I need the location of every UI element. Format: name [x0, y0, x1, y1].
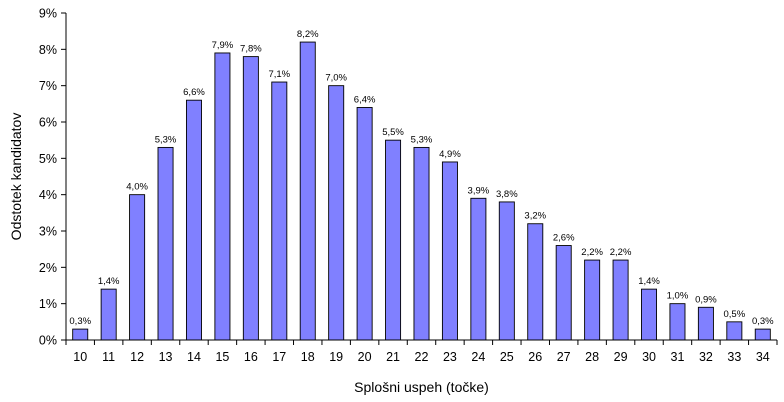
bar-28 [584, 259, 601, 341]
bar-25 [498, 201, 515, 341]
bar-31 [669, 303, 686, 341]
x-tick-label: 31 [671, 350, 685, 364]
x-tick-label: 20 [358, 350, 372, 364]
bar-12 [129, 194, 146, 341]
bar-34 [754, 328, 771, 341]
y-tick-label: 4% [39, 188, 57, 202]
bar-27 [555, 245, 572, 341]
bar-14 [185, 99, 202, 341]
x-axis-title: Splošni uspeh (točke) [354, 379, 489, 395]
y-tick-label: 0% [39, 334, 57, 348]
x-tick-label: 32 [699, 350, 713, 364]
bar-21 [385, 139, 402, 341]
y-tick-label: 6% [39, 116, 57, 130]
data-label: 1,4% [98, 276, 120, 287]
bar-15 [214, 52, 231, 341]
x-tick-label: 27 [557, 350, 571, 364]
data-label: 2,2% [610, 247, 632, 258]
y-tick-label: 1% [39, 297, 57, 311]
bar-17 [271, 81, 288, 341]
x-tick-label: 10 [73, 350, 87, 364]
bar-29 [612, 259, 629, 341]
bar-33 [726, 321, 743, 341]
x-tick-label: 12 [130, 350, 144, 364]
x-tick-label: 34 [756, 350, 770, 364]
x-tick-label: 29 [614, 350, 628, 364]
bar-26 [527, 223, 544, 341]
data-label: 7,0% [325, 73, 347, 84]
data-label: 0,3% [69, 316, 91, 327]
data-label: 7,9% [212, 40, 234, 51]
x-tick-label: 33 [727, 350, 741, 364]
x-tick-label: 24 [471, 350, 485, 364]
x-tick-label: 22 [415, 350, 429, 364]
y-tick-label: 9% [39, 7, 57, 21]
data-label: 5,5% [382, 127, 404, 138]
y-axis-title: Odstotek kandidatov [8, 113, 24, 241]
bar-18 [299, 41, 316, 341]
x-tick-label: 26 [528, 350, 542, 364]
bar-20 [356, 107, 373, 341]
data-label: 3,9% [468, 185, 490, 196]
data-label: 1,0% [667, 291, 689, 302]
data-label: 4,0% [126, 182, 148, 193]
data-label: 0,3% [752, 316, 774, 327]
data-label: 5,3% [155, 134, 177, 145]
data-labels: 0,3% 1,4% 4,0% 5,3% 6,6% 7,9% 7,8% 7,1% 8,2% 7,0%… [69, 29, 774, 327]
x-tick-label: 19 [329, 350, 343, 364]
bar-16 [242, 56, 259, 341]
data-label: 3,2% [524, 211, 546, 222]
x-tick-label: 28 [585, 350, 599, 364]
data-label: 6,6% [183, 87, 205, 98]
bar-23 [441, 161, 458, 341]
data-label: 7,1% [268, 69, 290, 80]
data-label: 1,4% [638, 276, 660, 287]
x-axis: 10 11 12 13 14 15 16 17 18 19 20 21 22 23 24 25 26 27 28 29… [65, 340, 778, 364]
data-label: 3,8% [496, 189, 518, 200]
data-label: 7,8% [240, 44, 262, 55]
y-tick-label: 2% [39, 261, 57, 275]
y-tick-label: 3% [39, 225, 57, 239]
bars [72, 41, 771, 341]
x-tick-label: 18 [301, 350, 315, 364]
bar-22 [413, 146, 430, 341]
bar-32 [697, 306, 714, 341]
y-tick-label: 7% [39, 79, 57, 93]
x-tick-label: 11 [102, 350, 115, 364]
x-tick-label: 15 [215, 350, 229, 364]
x-tick-label: 30 [642, 350, 656, 364]
y-axis: 0% 1% 2% 3% 4% 5% 6% 7% 8% 9% [39, 7, 66, 348]
data-label: 6,4% [354, 94, 376, 105]
y-tick-label: 8% [39, 43, 57, 57]
data-label: 8,2% [297, 29, 319, 40]
x-tick-label: 13 [159, 350, 173, 364]
x-tick-label: 14 [187, 350, 201, 364]
x-tick-label: 21 [386, 350, 400, 364]
x-tick-label: 25 [500, 350, 514, 364]
x-tick-label: 23 [443, 350, 457, 364]
bar-10 [72, 328, 89, 341]
bar-24 [470, 197, 487, 341]
bar-19 [328, 85, 345, 341]
x-tick-label: 17 [272, 350, 286, 364]
data-label: 2,2% [581, 247, 603, 258]
bar-30 [641, 288, 658, 341]
data-label: 0,5% [724, 309, 746, 320]
bar-13 [157, 146, 174, 341]
bar-11 [100, 288, 117, 341]
data-label: 2,6% [553, 233, 575, 244]
x-tick-label: 16 [244, 350, 258, 364]
data-label: 0,9% [695, 294, 717, 305]
data-label: 5,3% [411, 134, 433, 145]
data-label: 4,9% [439, 149, 461, 160]
y-tick-label: 5% [39, 152, 57, 166]
